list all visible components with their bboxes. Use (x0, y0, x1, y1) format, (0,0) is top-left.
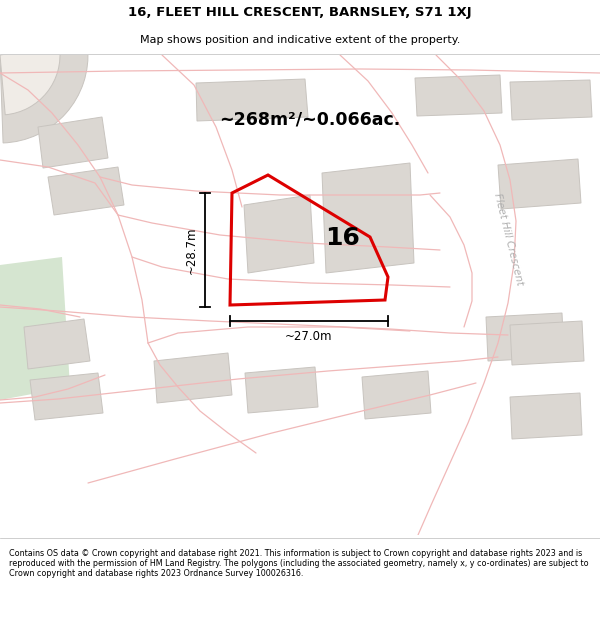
Polygon shape (0, 257, 70, 400)
Text: ~27.0m: ~27.0m (285, 331, 333, 344)
Text: Contains OS data © Crown copyright and database right 2021. This information is : Contains OS data © Crown copyright and d… (9, 549, 589, 578)
Polygon shape (244, 195, 314, 273)
Polygon shape (486, 313, 564, 361)
Polygon shape (510, 321, 584, 365)
Polygon shape (510, 80, 592, 120)
Polygon shape (38, 117, 108, 168)
Polygon shape (510, 393, 582, 439)
Text: 16, FLEET HILL CRESCENT, BARNSLEY, S71 1XJ: 16, FLEET HILL CRESCENT, BARNSLEY, S71 1… (128, 6, 472, 19)
Text: Fleet Hill Crescent: Fleet Hill Crescent (491, 192, 524, 286)
Polygon shape (30, 373, 103, 420)
Polygon shape (498, 159, 581, 209)
Wedge shape (0, 47, 60, 115)
Polygon shape (245, 367, 318, 413)
Polygon shape (48, 167, 124, 215)
Wedge shape (0, 48, 88, 143)
Text: ~28.7m: ~28.7m (185, 226, 197, 274)
Polygon shape (415, 75, 502, 116)
Text: Map shows position and indicative extent of the property.: Map shows position and indicative extent… (140, 34, 460, 44)
Text: 16: 16 (325, 226, 359, 250)
Polygon shape (24, 319, 90, 369)
Text: ~268m²/~0.066ac.: ~268m²/~0.066ac. (220, 111, 401, 129)
Polygon shape (322, 163, 414, 273)
Polygon shape (154, 353, 232, 403)
Polygon shape (362, 371, 431, 419)
Polygon shape (196, 79, 308, 121)
